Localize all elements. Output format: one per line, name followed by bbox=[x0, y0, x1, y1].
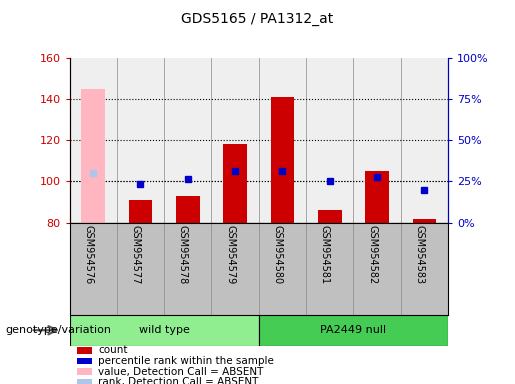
Text: GSM954576: GSM954576 bbox=[83, 225, 93, 285]
Bar bbox=[224, 144, 247, 223]
Text: GSM954577: GSM954577 bbox=[130, 225, 141, 285]
Bar bbox=[81, 89, 105, 223]
Bar bbox=[365, 171, 389, 223]
Bar bbox=[77, 379, 92, 384]
Text: genotype/variation: genotype/variation bbox=[5, 325, 111, 335]
Bar bbox=[401, 58, 448, 223]
Bar bbox=[129, 200, 152, 223]
Bar bbox=[212, 58, 259, 223]
Text: PA2449 null: PA2449 null bbox=[320, 325, 386, 335]
Text: value, Detection Call = ABSENT: value, Detection Call = ABSENT bbox=[98, 367, 263, 377]
Text: GSM954579: GSM954579 bbox=[225, 225, 235, 285]
Bar bbox=[117, 58, 164, 223]
Bar bbox=[77, 347, 92, 354]
Bar bbox=[413, 218, 436, 223]
Text: rank, Detection Call = ABSENT: rank, Detection Call = ABSENT bbox=[98, 377, 259, 384]
Text: GDS5165 / PA1312_at: GDS5165 / PA1312_at bbox=[181, 12, 334, 25]
Text: GSM954580: GSM954580 bbox=[272, 225, 282, 285]
Bar bbox=[176, 196, 200, 223]
Text: GSM954581: GSM954581 bbox=[320, 225, 330, 285]
Bar bbox=[70, 58, 117, 223]
Text: count: count bbox=[98, 345, 127, 355]
Bar bbox=[318, 210, 341, 223]
Bar bbox=[70, 315, 259, 346]
Bar bbox=[270, 97, 294, 223]
Bar bbox=[164, 58, 212, 223]
Bar bbox=[259, 315, 448, 346]
Bar bbox=[306, 58, 353, 223]
Bar bbox=[77, 368, 92, 375]
Bar bbox=[259, 58, 306, 223]
Text: wild type: wild type bbox=[139, 325, 190, 335]
Text: GSM954582: GSM954582 bbox=[367, 225, 377, 285]
Bar bbox=[77, 358, 92, 364]
Text: GSM954583: GSM954583 bbox=[415, 225, 424, 285]
Text: percentile rank within the sample: percentile rank within the sample bbox=[98, 356, 274, 366]
Text: GSM954578: GSM954578 bbox=[178, 225, 188, 285]
Bar bbox=[353, 58, 401, 223]
